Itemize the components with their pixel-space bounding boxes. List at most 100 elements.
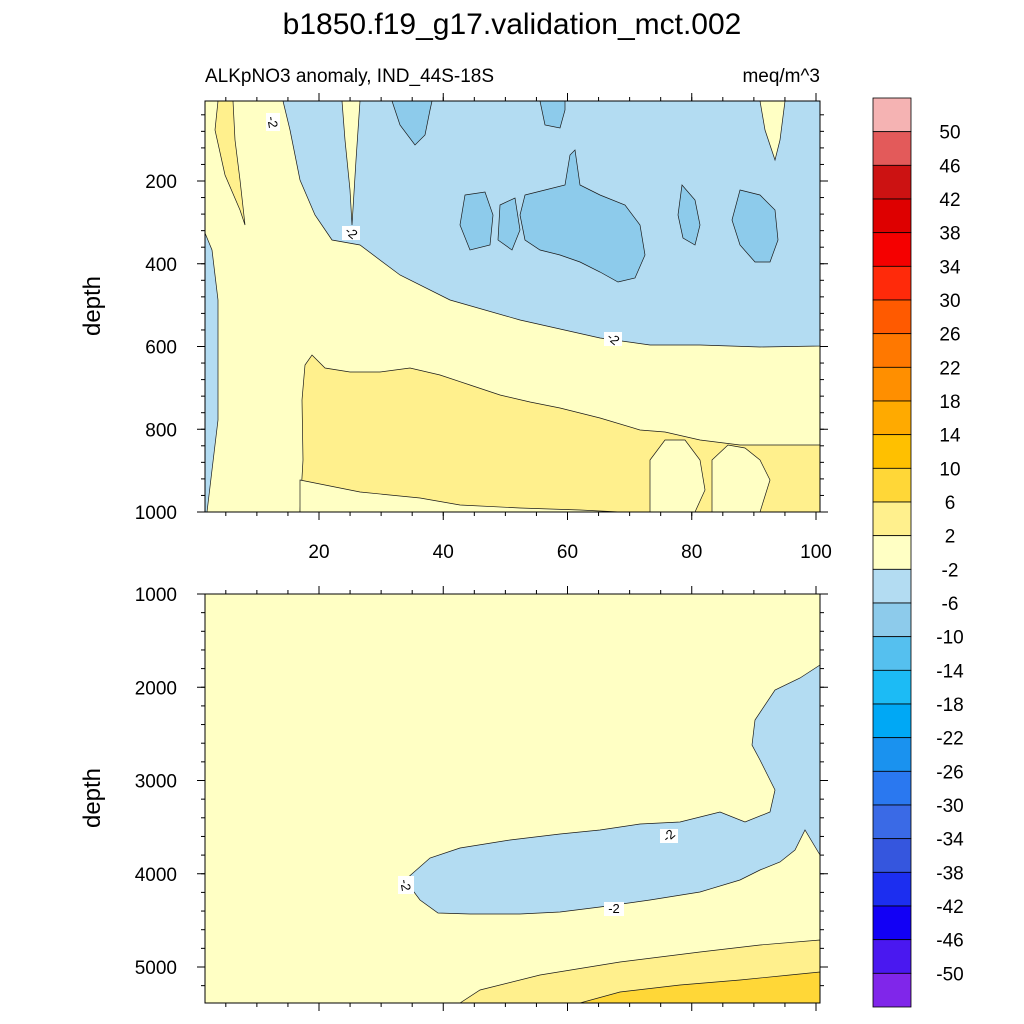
colorbar-swatch xyxy=(872,669,912,705)
upper-yellow-gap-2 xyxy=(711,444,771,512)
colorbar-label: 22 xyxy=(939,358,960,379)
upper-contour-label-3: -2 xyxy=(604,329,623,348)
upper-yellow-sliver xyxy=(214,101,246,226)
colorbar-swatch xyxy=(872,770,912,806)
colorbar-label: -14 xyxy=(936,661,964,682)
colorbar-swatch xyxy=(872,97,912,133)
lower-background-fill xyxy=(205,594,820,1003)
variable-subtitle: ALKpNO3 anomaly, IND_44S-18S xyxy=(205,66,494,87)
colorbar-swatch xyxy=(872,366,912,402)
upper-blue-patch-3 xyxy=(459,191,494,251)
colorbar-label: 42 xyxy=(939,190,960,211)
colorbar-label: 14 xyxy=(939,426,961,447)
lower-yellow-band-2 xyxy=(579,971,820,1003)
colorbar-swatch xyxy=(872,703,912,739)
lower-y-axis-label: depth xyxy=(79,768,106,828)
colorbar-swatch xyxy=(872,299,912,335)
colorbar-swatch xyxy=(872,164,912,200)
upper-blue-patch-4 xyxy=(497,197,521,251)
chart-title: b1850.f19_g17.validation_mct.002 xyxy=(283,8,742,41)
lower-contour-label-1: -2 xyxy=(397,876,414,894)
upper-panel-frame xyxy=(204,100,821,513)
units-subtitle: meq/m^3 xyxy=(742,66,820,87)
colorbar-label: 30 xyxy=(939,291,960,312)
colorbar-swatch xyxy=(872,535,912,570)
lower-contour-label-2: -2 xyxy=(604,901,624,916)
colorbar-label: -46 xyxy=(936,931,963,952)
colorbar-swatch xyxy=(872,905,912,941)
colorbar-swatch xyxy=(872,737,912,772)
colorbar-swatch xyxy=(872,198,912,234)
colorbar-swatch xyxy=(872,804,912,840)
colorbar-swatch xyxy=(872,871,912,907)
upper-x-axis: 20 40 60 80 100 xyxy=(225,93,832,563)
upper-x-tick-label: 100 xyxy=(800,542,832,563)
upper-y-axis-label: depth xyxy=(79,276,106,336)
upper-y-axis: 200 400 600 800 1000 xyxy=(135,114,828,524)
colorbar-swatch xyxy=(872,939,912,974)
colorbar-label: 50 xyxy=(939,123,960,144)
upper-x-tick-label: 20 xyxy=(308,542,329,563)
upper-y-tick-label: 200 xyxy=(145,172,177,193)
colorbar-label: -50 xyxy=(936,964,963,985)
upper-yellow-gap-1 xyxy=(649,439,706,512)
colorbar-label: 46 xyxy=(939,156,960,177)
svg-text:-2: -2 xyxy=(608,901,620,916)
colorbar-label: 34 xyxy=(939,257,961,278)
lower-blue-tongue xyxy=(404,664,820,915)
colorbar-label: -42 xyxy=(936,897,963,918)
lower-panel-frame xyxy=(204,593,821,1004)
upper-y-tick-label: 800 xyxy=(145,420,177,441)
colorbar-swatch xyxy=(872,838,912,873)
colorbar-label: -38 xyxy=(936,863,963,884)
svg-text:-2: -2 xyxy=(264,115,281,129)
colorbar-swatch xyxy=(872,333,912,368)
colorbar-swatch xyxy=(872,467,912,503)
upper-blue-patch-7 xyxy=(731,189,779,263)
lower-y-tick-label: 1000 xyxy=(135,585,177,606)
upper-blue-patch-5 xyxy=(519,149,646,283)
colorbar-swatch xyxy=(872,602,912,638)
colorbar-label: 26 xyxy=(939,325,960,346)
colorbar-swatch xyxy=(872,265,912,301)
lower-y-axis: 1000 2000 3000 4000 5000 xyxy=(135,585,828,987)
colorbar-label: -30 xyxy=(936,796,963,817)
colorbar-label: 38 xyxy=(939,224,960,245)
colorbar-label: 18 xyxy=(939,392,960,413)
colorbar-swatch xyxy=(872,232,912,267)
colorbar-swatch xyxy=(872,636,912,671)
colorbar-swatch xyxy=(872,400,912,436)
colorbar-label: 6 xyxy=(945,493,956,514)
lower-panel-plot xyxy=(205,594,820,1003)
colorbar: 50 46 42 38 34 30 26 22 18 14 10 6 2 -2 -6 -10 -14 -18 -22… xyxy=(872,97,964,1008)
upper-contour-label-1: -2 xyxy=(264,113,281,131)
svg-text:-2: -2 xyxy=(397,878,414,892)
lower-y-tick-label: 3000 xyxy=(135,772,177,793)
colorbar-swatch xyxy=(872,131,912,166)
upper-y-tick-label: 400 xyxy=(145,255,177,276)
lower-y-tick-label: 2000 xyxy=(135,678,177,699)
colorbar-swatch xyxy=(872,972,912,1008)
upper-panel-plot xyxy=(205,101,820,512)
lower-y-tick-label: 5000 xyxy=(135,958,177,979)
upper-contour-label-2: -2 xyxy=(342,223,361,242)
colorbar-label: -6 xyxy=(942,594,959,615)
upper-y-tick-label: 600 xyxy=(145,338,177,359)
upper-yellow-gap-3 xyxy=(299,479,621,512)
colorbar-label: -26 xyxy=(936,762,963,783)
colorbar-label: -2 xyxy=(942,560,959,581)
colorbar-label: 2 xyxy=(945,527,956,548)
upper-left-blue-strip xyxy=(205,232,219,512)
colorbar-label: -18 xyxy=(936,695,963,716)
upper-blue-patch-2 xyxy=(539,101,566,129)
upper-blue-patch-1 xyxy=(391,101,433,146)
lower-y-tick-label: 4000 xyxy=(135,865,177,886)
lower-x-axis-ticks xyxy=(225,586,817,1011)
upper-x-tick-label: 40 xyxy=(433,542,454,563)
colorbar-label: -22 xyxy=(936,729,963,750)
upper-x-tick-label: 80 xyxy=(681,542,702,563)
colorbar-label: -10 xyxy=(936,628,963,649)
upper-notch-yellow xyxy=(341,101,361,226)
colorbar-label: -34 xyxy=(936,830,964,851)
